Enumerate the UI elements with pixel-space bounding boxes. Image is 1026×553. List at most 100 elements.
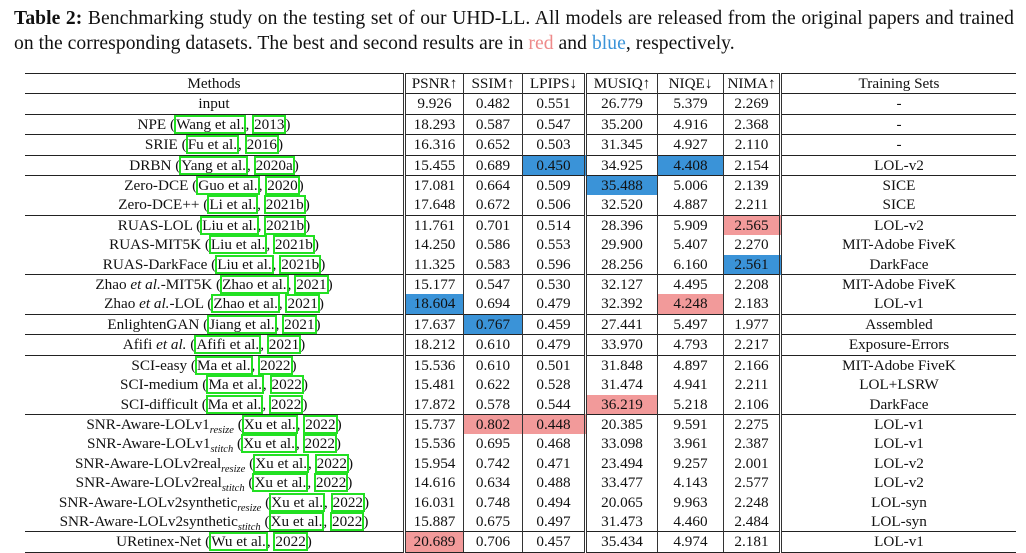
training-set-cell: MIT-Adobe FiveK xyxy=(780,274,1016,295)
lpips-cell: 0.544 xyxy=(522,394,587,415)
citation-author-link[interactable]: Xu et al. xyxy=(241,434,297,454)
table-row: NPE (Wang et al., 2013) 18.293 0.587 0.547 3… xyxy=(25,113,1016,135)
musiq-cell: 28.256 xyxy=(585,254,658,275)
table-row: SCI-medium (Ma et al., 2022) 15.481 0.622 0… xyxy=(25,375,1016,395)
psnr-cell: 18.604 xyxy=(404,294,464,315)
training-set-cell: DarkFace xyxy=(869,395,929,413)
nima-cell: 2.183 xyxy=(723,294,782,315)
citation-author-link[interactable]: Liu et al. xyxy=(200,215,259,235)
citation-author-link[interactable]: Xu et al. xyxy=(253,453,310,473)
table-row: URetinex-Net (Wu et al., 2022) 20.689 0.70… xyxy=(25,531,1016,553)
citation-author-link[interactable]: Xu et al. xyxy=(268,511,325,531)
caption-blue-word: blue xyxy=(591,33,626,54)
ssim-cell: 0.664 xyxy=(463,175,523,196)
psnr-cell: 20.689 xyxy=(404,531,464,553)
citation-author-link[interactable]: Xu et al. xyxy=(252,473,309,493)
training-set-cell: SICE xyxy=(780,175,1016,196)
citation-year-link[interactable]: 2021b xyxy=(264,215,307,235)
citation-year-link[interactable]: 2022 xyxy=(329,511,365,531)
niqe-cell: 4.897 xyxy=(657,354,724,376)
citation-year-link[interactable]: 2021b xyxy=(279,254,322,274)
header-niqe: NIQE↓ xyxy=(657,72,724,94)
lpips-cell: 0.547 xyxy=(522,113,587,135)
training-set-cell: LOL-v2 xyxy=(780,154,1016,176)
header-row: Methods PSNR↑ SSIM↑ LPIPS↓ MUSIQ↑ NIQE↓ … xyxy=(25,72,1016,94)
citation-year-link[interactable]: 2022 xyxy=(314,453,349,473)
psnr-cell: 16.031 xyxy=(404,492,464,512)
citation-year-link[interactable]: 2021b xyxy=(263,195,306,215)
citation-year-link[interactable]: 2020a xyxy=(253,155,295,175)
method-name: SNR-Aware-LOLv2synthetic xyxy=(59,512,238,530)
training-set-cell: LOL-v2 xyxy=(780,214,1016,236)
nima-cell: 1.977 xyxy=(723,313,782,335)
citation-author-link[interactable]: Liu et al. xyxy=(208,235,268,255)
citation-author-link[interactable]: Fu et al. xyxy=(185,135,240,155)
niqe-cell: 5.006 xyxy=(657,175,724,196)
method-cell: SCI-medium (Ma et al., 2022) xyxy=(25,375,406,395)
citation-year-link[interactable]: 2022 xyxy=(268,394,304,414)
method-subscript: stitch xyxy=(210,444,234,456)
niqe-cell: 4.941 xyxy=(657,375,724,395)
lpips-cell: 0.457 xyxy=(522,531,587,553)
niqe-cell: 4.793 xyxy=(657,334,724,356)
musiq-cell: 31.473 xyxy=(585,511,658,532)
method-name: SNR-Aware-LOLv1 xyxy=(86,415,210,433)
citation-year-link[interactable]: 2022 xyxy=(302,434,337,454)
method-name: input xyxy=(198,95,230,113)
table-caption: Table 2: Benchmarking study on the testi… xyxy=(14,6,1014,56)
citation-author-link[interactable]: Afifi et al. xyxy=(194,335,262,355)
method-name: Zhao xyxy=(95,276,131,294)
citation-author-link[interactable]: Wang et al. xyxy=(174,114,247,134)
citation-author-link[interactable]: Xu et al. xyxy=(241,414,298,434)
citation-year-link[interactable]: 2022 xyxy=(273,532,308,552)
niqe-cell: 5.407 xyxy=(657,235,724,255)
musiq-cell: 36.219 xyxy=(585,394,658,415)
citation-year-link[interactable]: 2016 xyxy=(244,135,280,155)
training-set-cell: LOL-v1 xyxy=(874,295,924,313)
niqe-cell: 5.218 xyxy=(657,394,724,415)
niqe-cell: 3.961 xyxy=(657,434,724,454)
method-name: Afifi xyxy=(122,336,157,354)
niqe-cell: 5.909 xyxy=(657,214,724,236)
citation-author-link[interactable]: Ma et al. xyxy=(206,375,264,395)
niqe-cell: 4.927 xyxy=(657,134,724,156)
citation-year-link[interactable]: 2021 xyxy=(294,275,329,295)
citation-author-link[interactable]: Li et al. xyxy=(207,195,259,215)
citation-year-link[interactable]: 2022 xyxy=(330,492,366,512)
benchmark-table: Methods PSNR↑ SSIM↑ LPIPS↓ MUSIQ↑ NIQE↓ … xyxy=(25,72,1016,553)
citation-year-link[interactable]: 2021 xyxy=(266,335,302,355)
citation-author-link[interactable]: Xu et al. xyxy=(269,492,326,512)
method-subscript: resize xyxy=(209,424,234,436)
citation-year-link[interactable]: 2013 xyxy=(252,114,287,134)
table-row: SNR-Aware-LOLv1stitch (Xu et al., 2022) 1… xyxy=(25,434,1016,456)
nima-cell: 2.001 xyxy=(723,453,782,474)
nima-cell: 2.139 xyxy=(723,175,782,196)
nima-cell: 2.211 xyxy=(723,195,782,216)
citation-author-link[interactable]: Guo et al. xyxy=(196,176,260,196)
musiq-cell: 31.345 xyxy=(585,134,658,156)
method-name-suffix: -MIT5K xyxy=(160,276,213,294)
citation-year-link[interactable]: 2020 xyxy=(265,176,300,196)
citation-year-link[interactable]: 2022 xyxy=(269,375,304,395)
citation-author-link[interactable]: Wu et al. xyxy=(209,532,268,552)
citation-author-link[interactable]: Liu et al. xyxy=(215,254,274,274)
citation-author-link[interactable]: Yang et al. xyxy=(179,155,248,175)
training-set-cell: MIT-Adobe FiveK xyxy=(842,236,956,254)
table-row: RUAS-MIT5K (Liu et al., 2021b) 14.250 0.58… xyxy=(25,235,1016,255)
lpips-cell: 0.479 xyxy=(522,294,587,315)
method-cell: RUAS-DarkFace (Liu et al., 2021b) xyxy=(25,254,406,275)
citation-author-link[interactable]: Zhao et al. xyxy=(220,275,289,295)
table-row: Zhao et al.-MIT5K (Zhao et al., 2021) 15.… xyxy=(25,274,1016,295)
citation-year-link[interactable]: 2021 xyxy=(282,314,317,334)
citation-year-link[interactable]: 2022 xyxy=(313,473,349,493)
citation-author-link[interactable]: Ma et al. xyxy=(194,355,253,375)
lpips-cell: 0.468 xyxy=(522,434,587,454)
citation-author-link[interactable]: Zhao et al. xyxy=(211,294,280,314)
citation-author-link[interactable]: Ma et al. xyxy=(205,394,264,414)
citation-year-link[interactable]: 2021b xyxy=(272,235,315,255)
ssim-cell: 0.767 xyxy=(463,313,523,335)
citation-author-link[interactable]: Jiang et al. xyxy=(207,314,277,334)
citation-year-link[interactable]: 2022 xyxy=(258,355,293,375)
citation-year-link[interactable]: 2021 xyxy=(285,294,320,314)
citation-year-link[interactable]: 2022 xyxy=(303,414,338,434)
